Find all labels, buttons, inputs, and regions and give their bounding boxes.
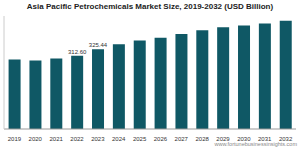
svg-text:2028: 2028 xyxy=(195,136,209,141)
html-text:www.fortunebusinessinsights.co: www.fortunebusinessinsights.com xyxy=(214,141,297,147)
svg-text:2021: 2021 xyxy=(49,136,63,141)
svg-text:2030: 2030 xyxy=(237,136,251,141)
svg-text:2022: 2022 xyxy=(70,136,84,141)
svg-text:2023: 2023 xyxy=(91,136,105,141)
svg-text:2025: 2025 xyxy=(133,136,147,141)
html-text:Asia Pacific Petrochemicals Ma: Asia Pacific Petrochemicals Market Size,… xyxy=(26,2,274,11)
svg-text:2019: 2019 xyxy=(8,136,22,141)
svg-text:2032: 2032 xyxy=(279,136,293,141)
svg-text:2029: 2029 xyxy=(216,136,230,141)
svg-text:2027: 2027 xyxy=(175,136,189,141)
svg-text:2020: 2020 xyxy=(29,136,43,141)
svg-text:2026: 2026 xyxy=(154,136,168,141)
svg-text:325.44: 325.44 xyxy=(89,42,108,48)
svg-text:312.60: 312.60 xyxy=(68,49,87,55)
svg-text:2031: 2031 xyxy=(258,136,272,141)
svg-text:2024: 2024 xyxy=(112,136,126,141)
